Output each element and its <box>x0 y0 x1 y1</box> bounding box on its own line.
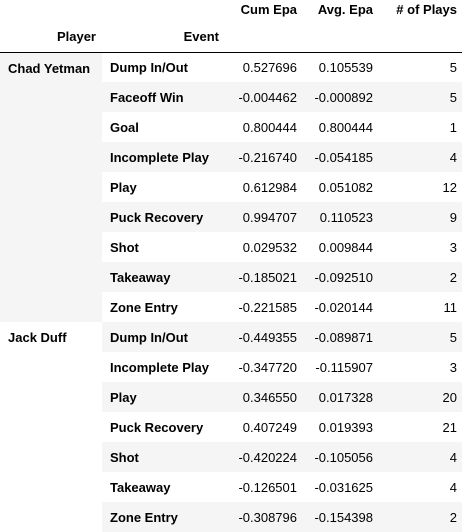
index-name-player: Player <box>0 22 102 53</box>
num-plays-cell: 3 <box>449 359 457 375</box>
table-row: Faceoff Win -0.004462 -0.000892 5 <box>0 82 462 112</box>
table-row: Jack Duff Dump In/Out -0.449355 -0.089871 5 <box>0 322 462 532</box>
cum-epa-cell: -0.126501 <box>238 479 297 495</box>
num-plays-cell: 20 <box>378 382 462 412</box>
avg-epa-cell: -0.054185 <box>302 142 378 172</box>
num-plays-cell: 1 <box>449 119 457 135</box>
num-plays-cell: 9 <box>378 202 462 232</box>
blank-header-cell <box>302 22 378 53</box>
cum-epa-cell: -0.185021 <box>225 262 302 292</box>
avg-epa-cell: 0.105539 <box>318 59 373 75</box>
avg-epa-cell: -0.089871 <box>302 322 378 352</box>
event-cell: Takeaway <box>102 262 225 292</box>
table-row: Play 0.612984 0.051082 12 <box>0 172 462 202</box>
event-cell: Puck Recovery <box>110 419 204 435</box>
event-cell: Dump In/Out <box>102 322 225 352</box>
index-name-event: Event <box>102 22 225 53</box>
num-plays-cell: 5 <box>378 322 462 352</box>
table-row: Puck Recovery 0.407249 0.019393 21 <box>0 412 462 442</box>
cum-epa-cell: -0.221585 <box>238 299 297 315</box>
cum-epa-cell: 0.407249 <box>242 419 297 435</box>
avg-epa-cell: 0.051082 <box>318 179 373 195</box>
table-row: Shot 0.029532 0.009844 3 <box>0 232 462 262</box>
table-row: Goal 0.800444 0.800444 1 <box>0 112 462 142</box>
table-row: Chad Yetman Dump In/Out 0.527696 0.105539 5 <box>0 52 462 322</box>
cum-epa-cell: 0.029532 <box>242 239 297 255</box>
cum-epa-cell: -0.449355 <box>225 322 302 352</box>
num-plays-cell: 21 <box>442 419 457 435</box>
avg-epa-cell: 0.110523 <box>302 202 378 232</box>
num-plays-cell: 4 <box>378 442 462 472</box>
table-row: Play 0.346550 0.017328 20 <box>0 382 462 412</box>
table-row: Puck Recovery 0.994707 0.110523 9 <box>0 202 462 232</box>
index-name-row: Player Event <box>0 22 462 53</box>
avg-epa-cell: -0.115907 <box>315 359 373 375</box>
blank-header-cell <box>0 0 102 22</box>
event-cell: Goal <box>110 119 139 135</box>
event-cell: Play <box>110 179 137 195</box>
cum-epa-cell: -0.216740 <box>225 142 302 172</box>
blank-header-cell <box>378 22 462 53</box>
avg-epa-cell: -0.092510 <box>302 262 378 292</box>
num-plays-cell: 3 <box>449 239 457 255</box>
event-cell: Dump In/Out <box>110 59 188 75</box>
event-cell: Incomplete Play <box>110 359 209 375</box>
event-cell: Zone Entry <box>110 299 178 315</box>
event-cell: Takeaway <box>110 479 171 495</box>
avg-epa-cell: -0.020144 <box>314 299 373 315</box>
cum-epa-cell: 0.346550 <box>225 382 302 412</box>
player-name-cell: Jack Duff <box>0 322 102 532</box>
avg-epa-cell: 0.019393 <box>318 419 373 435</box>
table-row: Incomplete Play -0.347720 -0.115907 3 <box>0 352 462 382</box>
table-row: Zone Entry -0.221585 -0.020144 11 <box>0 292 462 322</box>
event-cell: Play <box>102 382 225 412</box>
avg-epa-cell: 0.800444 <box>318 119 373 135</box>
blank-header-cell <box>225 22 302 53</box>
cum-epa-cell: 0.994707 <box>225 202 302 232</box>
event-cell: Puck Recovery <box>102 202 225 232</box>
cum-epa-cell: -0.420224 <box>225 442 302 472</box>
avg-epa-cell: -0.031625 <box>314 479 373 495</box>
cum-epa-cell: -0.308796 <box>225 502 302 532</box>
cum-epa-cell: -0.347720 <box>238 359 297 375</box>
cum-epa-cell: 0.800444 <box>242 119 297 135</box>
event-cell: Shot <box>110 239 139 255</box>
cum-epa-cell: 0.612984 <box>242 179 297 195</box>
num-plays-cell: 2 <box>378 262 462 292</box>
table-header: Cum Epa Avg. Epa # of Plays Player Event <box>0 0 462 53</box>
cum-epa-cell: -0.004462 <box>225 82 302 112</box>
avg-epa-cell: -0.154398 <box>302 502 378 532</box>
event-cell: Shot <box>102 442 225 472</box>
num-plays-cell: 4 <box>449 479 457 495</box>
num-plays-cell: 11 <box>443 299 458 315</box>
avg-epa-cell: -0.000892 <box>302 82 378 112</box>
num-plays-cell: 12 <box>442 179 457 195</box>
num-plays-cell: 5 <box>449 59 457 75</box>
column-header-avg-epa: Avg. Epa <box>317 2 373 17</box>
column-header-num-plays: # of Plays <box>396 2 457 17</box>
event-cell: Incomplete Play <box>102 142 225 172</box>
column-header-cum-epa: Cum Epa <box>240 2 297 17</box>
num-plays-cell: 5 <box>378 82 462 112</box>
event-cell: Faceoff Win <box>102 82 225 112</box>
cum-epa-cell: 0.527696 <box>242 59 297 75</box>
avg-epa-cell: -0.105056 <box>302 442 378 472</box>
avg-epa-cell: 0.009844 <box>318 239 373 255</box>
player-name-cell: Chad Yetman <box>0 52 102 322</box>
num-plays-cell: 2 <box>378 502 462 532</box>
event-cell: Zone Entry <box>102 502 225 532</box>
avg-epa-cell: 0.017328 <box>302 382 378 412</box>
blank-header-cell <box>102 0 225 22</box>
column-header-row: Cum Epa Avg. Epa # of Plays <box>0 0 462 22</box>
table-row: Incomplete Play -0.216740 -0.054185 4 <box>0 142 462 172</box>
num-plays-cell: 4 <box>378 142 462 172</box>
table-row: Shot -0.420224 -0.105056 4 <box>0 442 462 472</box>
table-row: Takeaway -0.185021 -0.092510 2 <box>0 262 462 292</box>
table-body: Chad Yetman Dump In/Out 0.527696 0.105539 5 F… <box>0 52 462 532</box>
table-row: Takeaway -0.126501 -0.031625 4 <box>0 472 462 502</box>
